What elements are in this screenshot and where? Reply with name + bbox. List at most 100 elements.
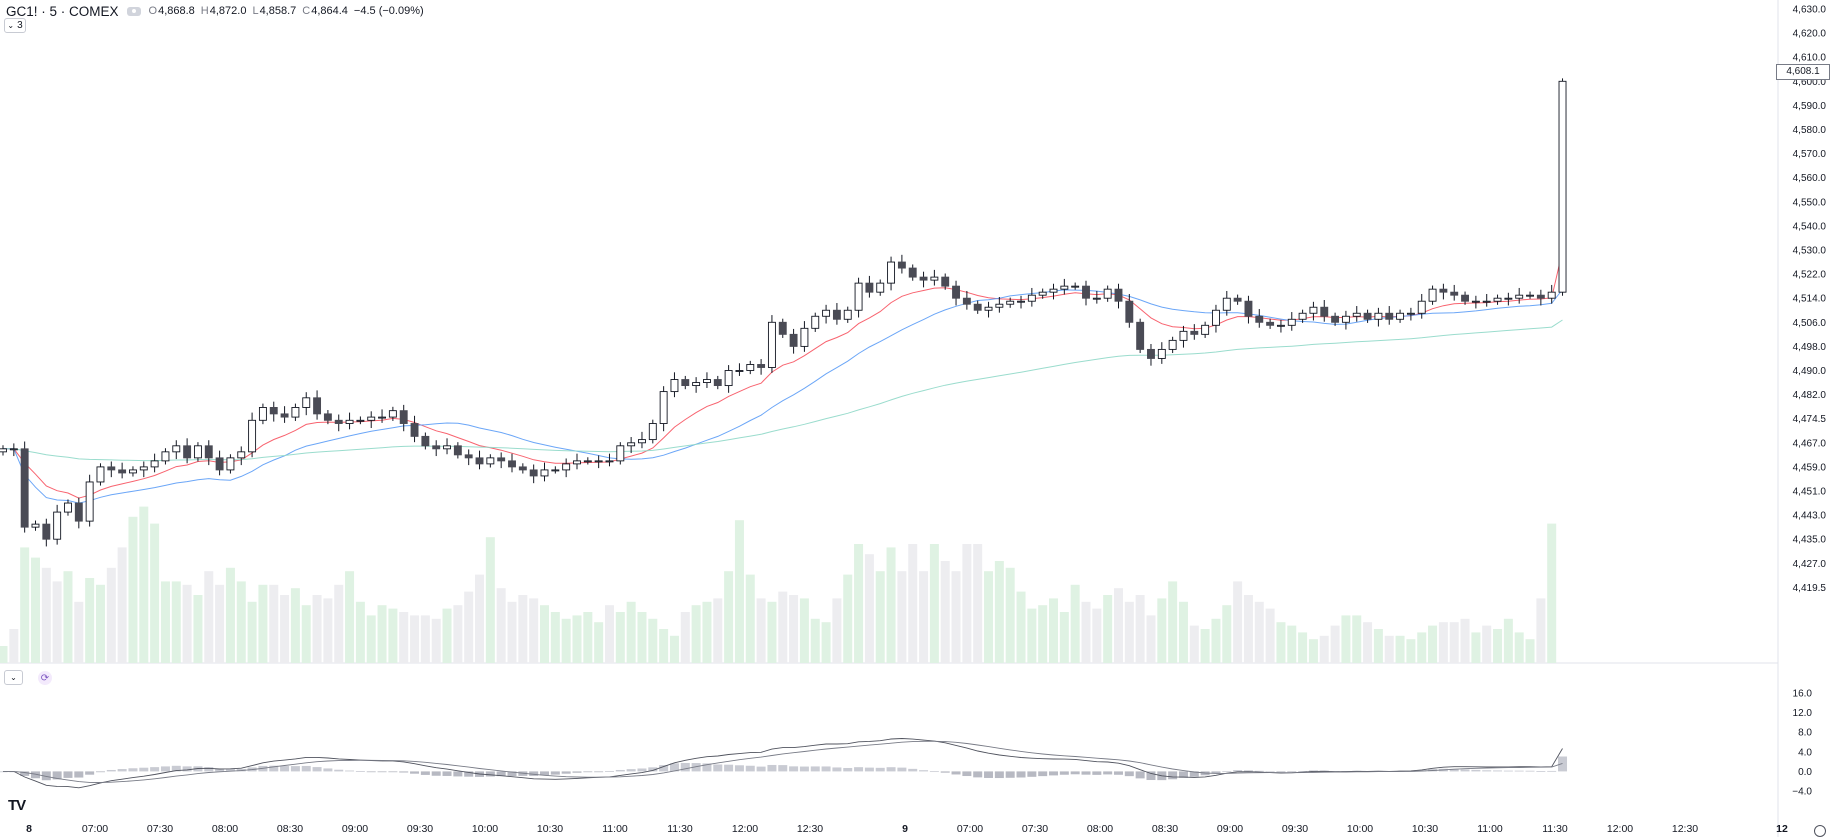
candle[interactable] — [20, 441, 29, 533]
candle[interactable] — [1287, 312, 1296, 331]
candle[interactable] — [876, 279, 885, 296]
candle[interactable] — [1071, 282, 1080, 290]
candle[interactable] — [811, 312, 820, 332]
candle[interactable] — [1385, 306, 1394, 325]
candle[interactable] — [172, 440, 181, 460]
candle[interactable] — [497, 452, 506, 469]
candle[interactable] — [302, 392, 311, 416]
candle[interactable] — [1320, 300, 1329, 322]
candle[interactable] — [1428, 285, 1437, 305]
candle[interactable] — [638, 431, 646, 449]
candle[interactable] — [1222, 290, 1231, 316]
candle[interactable] — [215, 450, 224, 476]
candle[interactable] — [616, 442, 625, 465]
candle[interactable] — [85, 474, 94, 527]
candle[interactable] — [1363, 309, 1372, 323]
candle[interactable] — [237, 446, 246, 466]
candle[interactable] — [1471, 295, 1480, 309]
candle[interactable] — [1212, 304, 1220, 333]
macd-collapse-button[interactable]: ⌄ — [4, 670, 23, 685]
candle[interactable] — [1114, 283, 1123, 309]
candle[interactable] — [1406, 307, 1415, 321]
candle[interactable] — [1482, 293, 1491, 307]
candle[interactable] — [1017, 295, 1025, 309]
candle[interactable] — [1341, 310, 1350, 330]
candle[interactable] — [313, 390, 322, 420]
candle[interactable] — [1201, 321, 1210, 338]
candle[interactable] — [432, 440, 441, 457]
candle[interactable] — [897, 254, 906, 274]
candle[interactable] — [757, 359, 766, 375]
candle[interactable] — [800, 321, 809, 352]
candle[interactable] — [475, 450, 484, 470]
candle[interactable] — [1103, 285, 1112, 302]
candle[interactable] — [930, 269, 939, 286]
candle[interactable] — [1331, 312, 1340, 326]
candle[interactable] — [518, 463, 527, 474]
candle[interactable] — [952, 280, 960, 306]
candle[interactable] — [1038, 288, 1047, 299]
candle[interactable] — [778, 318, 787, 338]
candle[interactable] — [1060, 278, 1069, 295]
candle[interactable] — [1515, 287, 1524, 304]
candle[interactable] — [31, 520, 40, 531]
candle[interactable] — [118, 462, 127, 479]
candle[interactable] — [388, 406, 397, 421]
candle[interactable] — [1006, 297, 1015, 308]
refresh-icon[interactable]: ⟳ — [38, 671, 52, 685]
candle[interactable] — [1168, 336, 1177, 354]
candle[interactable] — [1157, 342, 1166, 364]
candle[interactable] — [789, 328, 798, 354]
candle[interactable] — [486, 454, 495, 468]
candle[interactable] — [995, 296, 1004, 313]
candle[interactable] — [280, 406, 289, 423]
candle[interactable] — [53, 504, 62, 545]
candle[interactable] — [410, 415, 419, 443]
candle[interactable] — [887, 256, 896, 291]
candle[interactable] — [129, 466, 137, 477]
candle[interactable] — [703, 372, 711, 388]
candle[interactable] — [1547, 284, 1556, 304]
candle[interactable] — [1493, 294, 1502, 305]
candle[interactable] — [367, 411, 376, 429]
candle[interactable] — [962, 290, 971, 310]
candle[interactable] — [1417, 293, 1426, 319]
candle[interactable] — [832, 303, 841, 325]
candle[interactable] — [822, 304, 831, 324]
candle[interactable] — [1352, 306, 1361, 322]
candle[interactable] — [1136, 318, 1145, 354]
candle[interactable] — [291, 403, 300, 421]
candle[interactable] — [713, 375, 722, 390]
candle[interactable] — [767, 315, 776, 373]
candle[interactable] — [258, 403, 267, 425]
candle[interactable] — [248, 412, 257, 458]
candle[interactable] — [1233, 294, 1242, 305]
candle[interactable] — [269, 401, 278, 422]
candle[interactable] — [1179, 325, 1188, 348]
candle[interactable] — [399, 404, 408, 432]
candle[interactable] — [540, 462, 549, 482]
candle[interactable] — [443, 438, 451, 455]
candle[interactable] — [193, 442, 202, 462]
candle[interactable] — [1049, 283, 1058, 300]
candle[interactable] — [42, 518, 51, 547]
candle[interactable] — [746, 360, 755, 375]
candle[interactable] — [919, 271, 928, 288]
gear-icon[interactable] — [1814, 825, 1826, 837]
candle[interactable] — [9, 443, 18, 457]
candle[interactable] — [735, 363, 744, 376]
candle[interactable] — [529, 464, 538, 484]
macd-axis[interactable]: 16.0 12.0 8.0 4.0 0.0 −4.0 — [1792, 689, 1812, 798]
candle[interactable] — [1374, 307, 1383, 327]
candle[interactable] — [323, 410, 332, 425]
candle[interactable] — [508, 453, 516, 473]
candle[interactable] — [1396, 309, 1405, 323]
tradingview-logo-icon[interactable]: TV — [8, 797, 26, 814]
candle[interactable] — [1298, 309, 1307, 323]
candle[interactable] — [984, 301, 993, 318]
candle[interactable] — [1504, 292, 1513, 306]
candle[interactable] — [1027, 287, 1036, 307]
candle[interactable] — [594, 455, 603, 469]
candle[interactable] — [648, 419, 657, 444]
